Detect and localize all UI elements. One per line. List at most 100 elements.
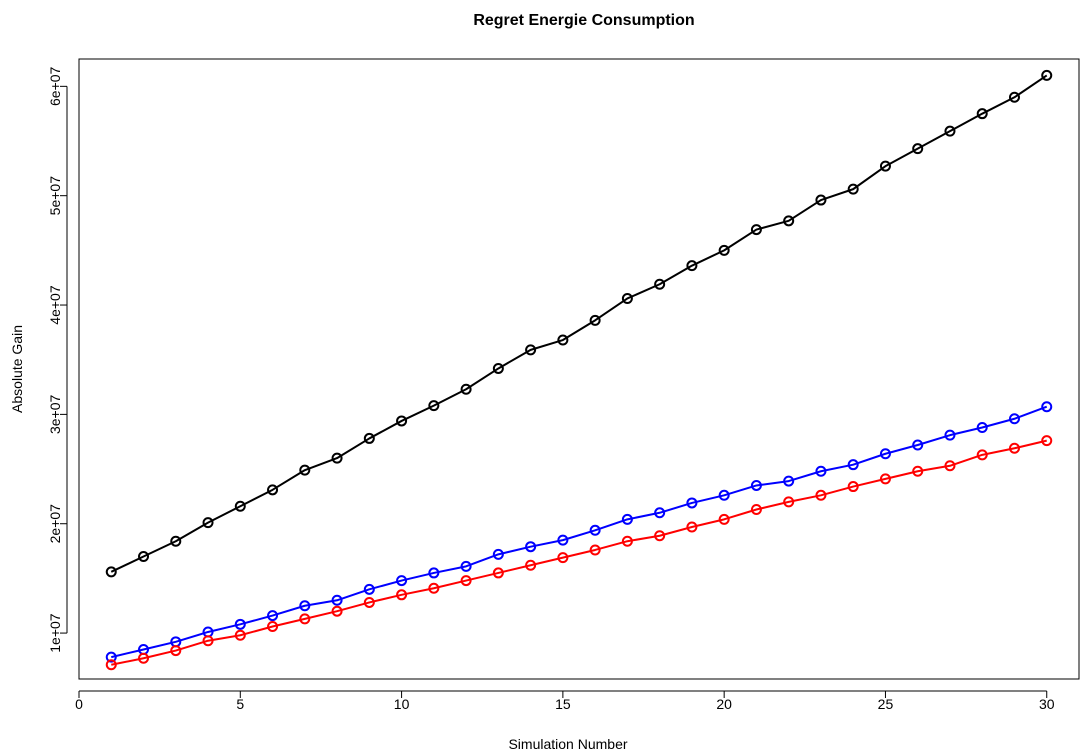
- data-point: [654, 530, 666, 542]
- series-line: [111, 439, 1047, 666]
- data-point: [267, 610, 279, 622]
- data-point: [621, 535, 633, 547]
- data-point: [815, 194, 827, 206]
- data-point: [428, 400, 440, 412]
- data-point: [815, 465, 827, 477]
- data-point: [492, 548, 504, 560]
- data-point: [1041, 401, 1053, 413]
- chart-title: Regret Energie Consumption: [473, 12, 694, 29]
- data-point: [105, 659, 117, 671]
- data-point: [1008, 413, 1020, 425]
- data-point: [1041, 69, 1053, 81]
- data-point: [363, 432, 375, 444]
- x-tick-label: 15: [555, 696, 571, 712]
- data-point: [202, 635, 214, 647]
- data-point: [557, 334, 569, 346]
- data-point: [525, 541, 537, 553]
- x-axis-label: Simulation Number: [508, 736, 627, 752]
- data-point: [299, 613, 311, 625]
- data-point: [170, 645, 182, 657]
- data-point: [944, 125, 956, 137]
- data-point: [847, 183, 859, 195]
- data-point: [654, 507, 666, 519]
- series-3: [105, 435, 1053, 671]
- data-point: [976, 108, 988, 120]
- data-point: [783, 475, 795, 487]
- data-point: [879, 473, 891, 485]
- data-point: [912, 143, 924, 155]
- data-point: [331, 605, 343, 617]
- x-tick-label: 10: [394, 696, 410, 712]
- series-line: [111, 405, 1048, 659]
- y-tick-label: 5e+07: [47, 176, 63, 216]
- data-point: [428, 567, 440, 579]
- data-point: [267, 621, 279, 633]
- x-tick-label: 20: [716, 696, 732, 712]
- data-point: [621, 513, 633, 525]
- data-point: [686, 497, 698, 509]
- data-point: [234, 500, 246, 512]
- x-tick-label: 5: [236, 696, 244, 712]
- data-point: [363, 583, 375, 595]
- data-point: [557, 534, 569, 546]
- data-point: [234, 629, 246, 641]
- data-point: [847, 481, 859, 493]
- data-point: [138, 652, 150, 664]
- y-tick-label: 2e+07: [47, 504, 63, 544]
- data-point: [654, 278, 666, 290]
- data-point: [331, 452, 343, 464]
- data-point: [750, 504, 762, 516]
- data-point: [944, 429, 956, 441]
- data-point: [686, 260, 698, 272]
- data-point: [105, 566, 117, 578]
- data-point: [718, 244, 730, 256]
- y-axis: 1e+07 2e+07 3e+07 4e+07 5e+07 6e+07: [47, 66, 68, 653]
- data-point: [396, 589, 408, 601]
- plot-frame: [78, 58, 1080, 680]
- y-axis-label: Absolute Gain: [9, 325, 25, 413]
- data-point: [589, 314, 601, 326]
- data-point: [718, 513, 730, 525]
- data-point: [396, 575, 408, 587]
- data-point: [428, 582, 440, 594]
- data-point: [686, 521, 698, 533]
- data-point: [1041, 435, 1053, 447]
- series-2: [105, 401, 1053, 663]
- y-tick-label: 4e+07: [47, 285, 63, 325]
- data-point: [105, 651, 117, 663]
- data-point: [912, 439, 924, 451]
- data-point: [492, 567, 504, 579]
- data-point: [750, 479, 762, 491]
- data-point: [525, 344, 537, 356]
- y-tick-label: 3e+07: [47, 395, 63, 435]
- data-point: [202, 517, 214, 529]
- data-point: [847, 459, 859, 471]
- data-point: [525, 559, 537, 571]
- data-point: [912, 465, 924, 477]
- series-layer: [105, 69, 1053, 671]
- data-point: [944, 460, 956, 472]
- data-point: [783, 215, 795, 227]
- data-point: [879, 160, 891, 172]
- data-point: [170, 535, 182, 547]
- data-point: [299, 600, 311, 612]
- series-1: [105, 69, 1053, 578]
- data-point: [492, 362, 504, 374]
- data-point: [750, 224, 762, 236]
- data-point: [234, 618, 246, 630]
- data-point: [783, 496, 795, 508]
- x-tick-label: 30: [1039, 696, 1055, 712]
- data-point: [460, 560, 472, 572]
- data-point: [460, 383, 472, 395]
- data-point: [1008, 91, 1020, 103]
- data-point: [396, 415, 408, 427]
- data-point: [718, 489, 730, 501]
- data-point: [460, 575, 472, 587]
- data-point: [976, 422, 988, 434]
- series-line: [110, 74, 1048, 573]
- data-point: [879, 448, 891, 460]
- data-point: [557, 552, 569, 564]
- data-point: [1008, 442, 1020, 454]
- data-point: [331, 594, 343, 606]
